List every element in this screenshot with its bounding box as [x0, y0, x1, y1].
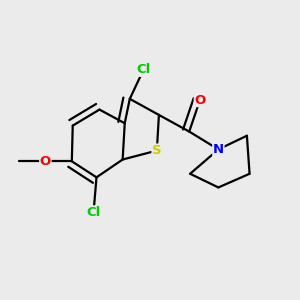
Text: O: O [194, 94, 206, 106]
Text: Cl: Cl [86, 206, 101, 219]
Text: Cl: Cl [136, 63, 151, 76]
Text: N: N [213, 143, 224, 156]
Text: S: S [152, 144, 162, 157]
Text: O: O [40, 155, 51, 168]
